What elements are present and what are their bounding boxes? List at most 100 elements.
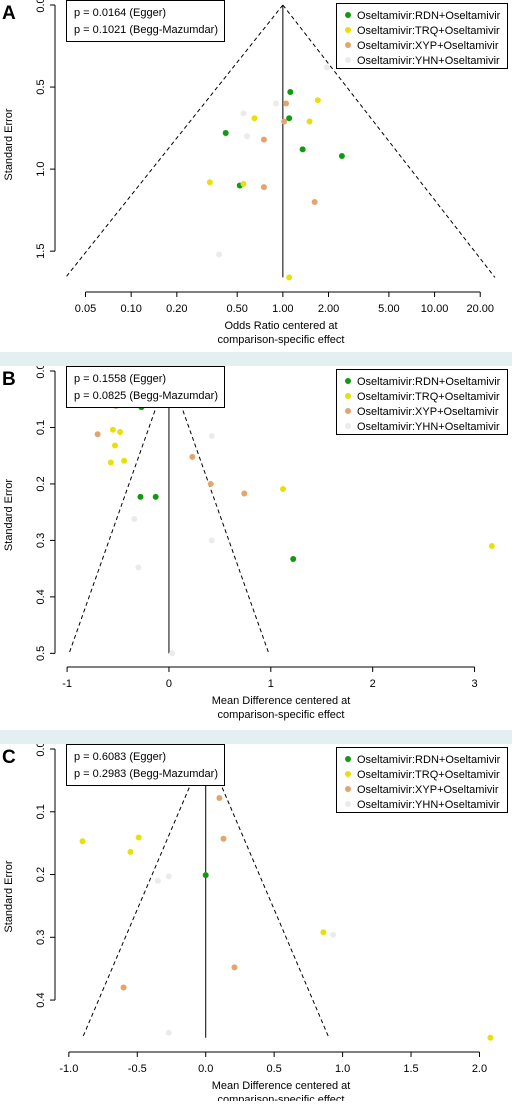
- x-tick-label: -0.5: [128, 1063, 147, 1075]
- p-value-box: [66, 744, 225, 786]
- data-point: [216, 794, 223, 801]
- data-point: [280, 486, 287, 493]
- data-point: [314, 97, 321, 104]
- data-point: [109, 426, 116, 433]
- data-point: [127, 848, 134, 855]
- begg-p-value: p = 0.1021 (Begg-Mazumdar): [74, 24, 218, 36]
- data-point: [240, 110, 247, 117]
- p-value-box: [66, 0, 225, 42]
- panel-label: A: [2, 3, 16, 24]
- data-point: [240, 180, 247, 187]
- funnel-plot-c: C 0.0 0.1 0.2 0.3 0.4 Standard Error -1.0 -0.5 0.…: [2, 741, 508, 1106]
- data-point: [135, 834, 142, 841]
- data-point: [208, 432, 215, 439]
- x-tick-label: 0: [166, 678, 172, 690]
- x-tick-label: 1.5: [403, 1063, 418, 1075]
- x-tick-label: -1: [62, 678, 72, 690]
- legend-entry: Oseltamivir:XYP+Oseltamivir: [357, 406, 499, 418]
- x-tick-label: 1: [268, 678, 274, 690]
- data-point: [202, 872, 209, 879]
- data-point: [260, 184, 267, 191]
- data-point: [137, 493, 144, 500]
- legend-marker: [345, 423, 351, 429]
- x-tick-label: 0.05: [75, 303, 96, 315]
- y-tick-label: 0.4: [35, 992, 47, 1007]
- legend-box: [336, 3, 508, 69]
- legend-marker: [345, 408, 351, 414]
- data-point: [154, 877, 161, 884]
- egger-p-value: p = 0.6083 (Egger): [74, 751, 166, 763]
- data-point: [131, 515, 138, 522]
- data-point: [169, 650, 176, 657]
- data-point: [488, 543, 495, 550]
- data-point: [189, 453, 196, 460]
- data-point: [286, 274, 293, 281]
- y-tick-label: 0.5: [35, 646, 47, 661]
- legend-entry: Oseltamivir:RDN+Oseltamivir: [357, 376, 501, 388]
- funnel-right-line: [205, 748, 330, 1038]
- data-point: [117, 428, 124, 435]
- legend-marker: [345, 378, 351, 384]
- x-tick-label: 0.10: [120, 303, 141, 315]
- x-tick-label: 10.00: [421, 303, 449, 315]
- funnel-plot-a: A 0.0 0.5 1.0 1.5 Standard Error 0.05 0.10 0.20 0…: [2, 0, 508, 346]
- legend-entry: Oseltamivir:RDN+Oseltamivir: [357, 754, 501, 766]
- legend-marker: [345, 12, 351, 18]
- y-tick-label: 0.3: [35, 533, 47, 548]
- funnel-left-line: [82, 748, 207, 1038]
- funnel-plot-panel-b: B 0.0 0.1 0.2 0.3 0.4 0.5 Standard Error -1 0 1 2 3 M…: [0, 363, 512, 722]
- data-point: [241, 490, 248, 497]
- x-tick-label: 0.0: [198, 1063, 213, 1075]
- legend-entry: Oseltamivir:YHN+Oseltamivir: [357, 799, 500, 811]
- legend-marker: [345, 42, 351, 48]
- data-point: [311, 198, 318, 205]
- x-tick-label: 1.00: [272, 303, 293, 315]
- y-tick-label: 0.0: [35, 366, 47, 379]
- data-point: [323, 64, 330, 71]
- data-point: [206, 179, 213, 186]
- legend-entry: Oseltamivir:TRQ+Oseltamivir: [357, 25, 500, 37]
- funnel-plot-panel-c: C 0.0 0.1 0.2 0.3 0.4 Standard Error -1.0 -0.5 0.…: [0, 741, 512, 1106]
- data-point: [165, 873, 172, 880]
- y-axis-title: Standard Error: [3, 108, 15, 180]
- legend-entry: Oseltamivir:TRQ+Oseltamivir: [357, 391, 500, 403]
- panel-separator: [0, 352, 512, 366]
- y-axis-title: Standard Error: [3, 479, 15, 551]
- data-point: [260, 136, 267, 143]
- legend-marker: [345, 786, 351, 792]
- legend-entry: Oseltamivir:YHN+Oseltamivir: [357, 421, 500, 433]
- data-point: [107, 459, 114, 466]
- y-tick-label: 1.0: [35, 161, 47, 176]
- x-tick-label: 1.0: [335, 1063, 350, 1075]
- data-point: [222, 130, 229, 137]
- legend-entry: Oseltamivir:XYP+Oseltamivir: [357, 784, 499, 796]
- x-tick-label: 3: [471, 678, 477, 690]
- data-point: [243, 133, 250, 140]
- funnel-plot-panel-a: A 0.0 0.5 1.0 1.5 Standard Error 0.05 0.10 0.20 0…: [0, 0, 512, 352]
- data-point: [220, 835, 227, 842]
- panel-label: B: [2, 369, 16, 390]
- x-axis-title-line2: comparison-specific effect: [218, 1094, 345, 1101]
- data-point: [79, 838, 86, 845]
- data-point: [165, 1029, 172, 1036]
- p-value-box: [66, 366, 225, 408]
- x-axis-title: Odds Ratio centered at: [224, 320, 337, 332]
- x-axis-title-line2: comparison-specific effect: [218, 334, 345, 346]
- funnel-plot-b: B 0.0 0.1 0.2 0.3 0.4 0.5 Standard Error -1 0 1 2 3 M…: [2, 363, 508, 721]
- y-tick-label: 0.0: [35, 0, 47, 13]
- y-tick-label: 0.5: [35, 79, 47, 94]
- begg-p-value: p = 0.0825 (Begg-Mazumdar): [74, 390, 218, 402]
- y-tick-label: 0.4: [35, 589, 47, 604]
- y-tick-label: 0.3: [35, 930, 47, 945]
- data-point: [306, 118, 313, 125]
- data-point: [120, 984, 127, 991]
- legend-box: [336, 747, 508, 813]
- legend-box: [336, 369, 508, 435]
- x-tick-label: 5.00: [378, 303, 399, 315]
- x-tick-label: 20.00: [466, 303, 494, 315]
- x-axis-title: Mean Difference centered at: [212, 695, 351, 707]
- funnel-left-line: [65, 4, 284, 278]
- y-tick-label: 0.1: [35, 420, 47, 435]
- data-point: [216, 251, 223, 258]
- data-point: [487, 1034, 494, 1041]
